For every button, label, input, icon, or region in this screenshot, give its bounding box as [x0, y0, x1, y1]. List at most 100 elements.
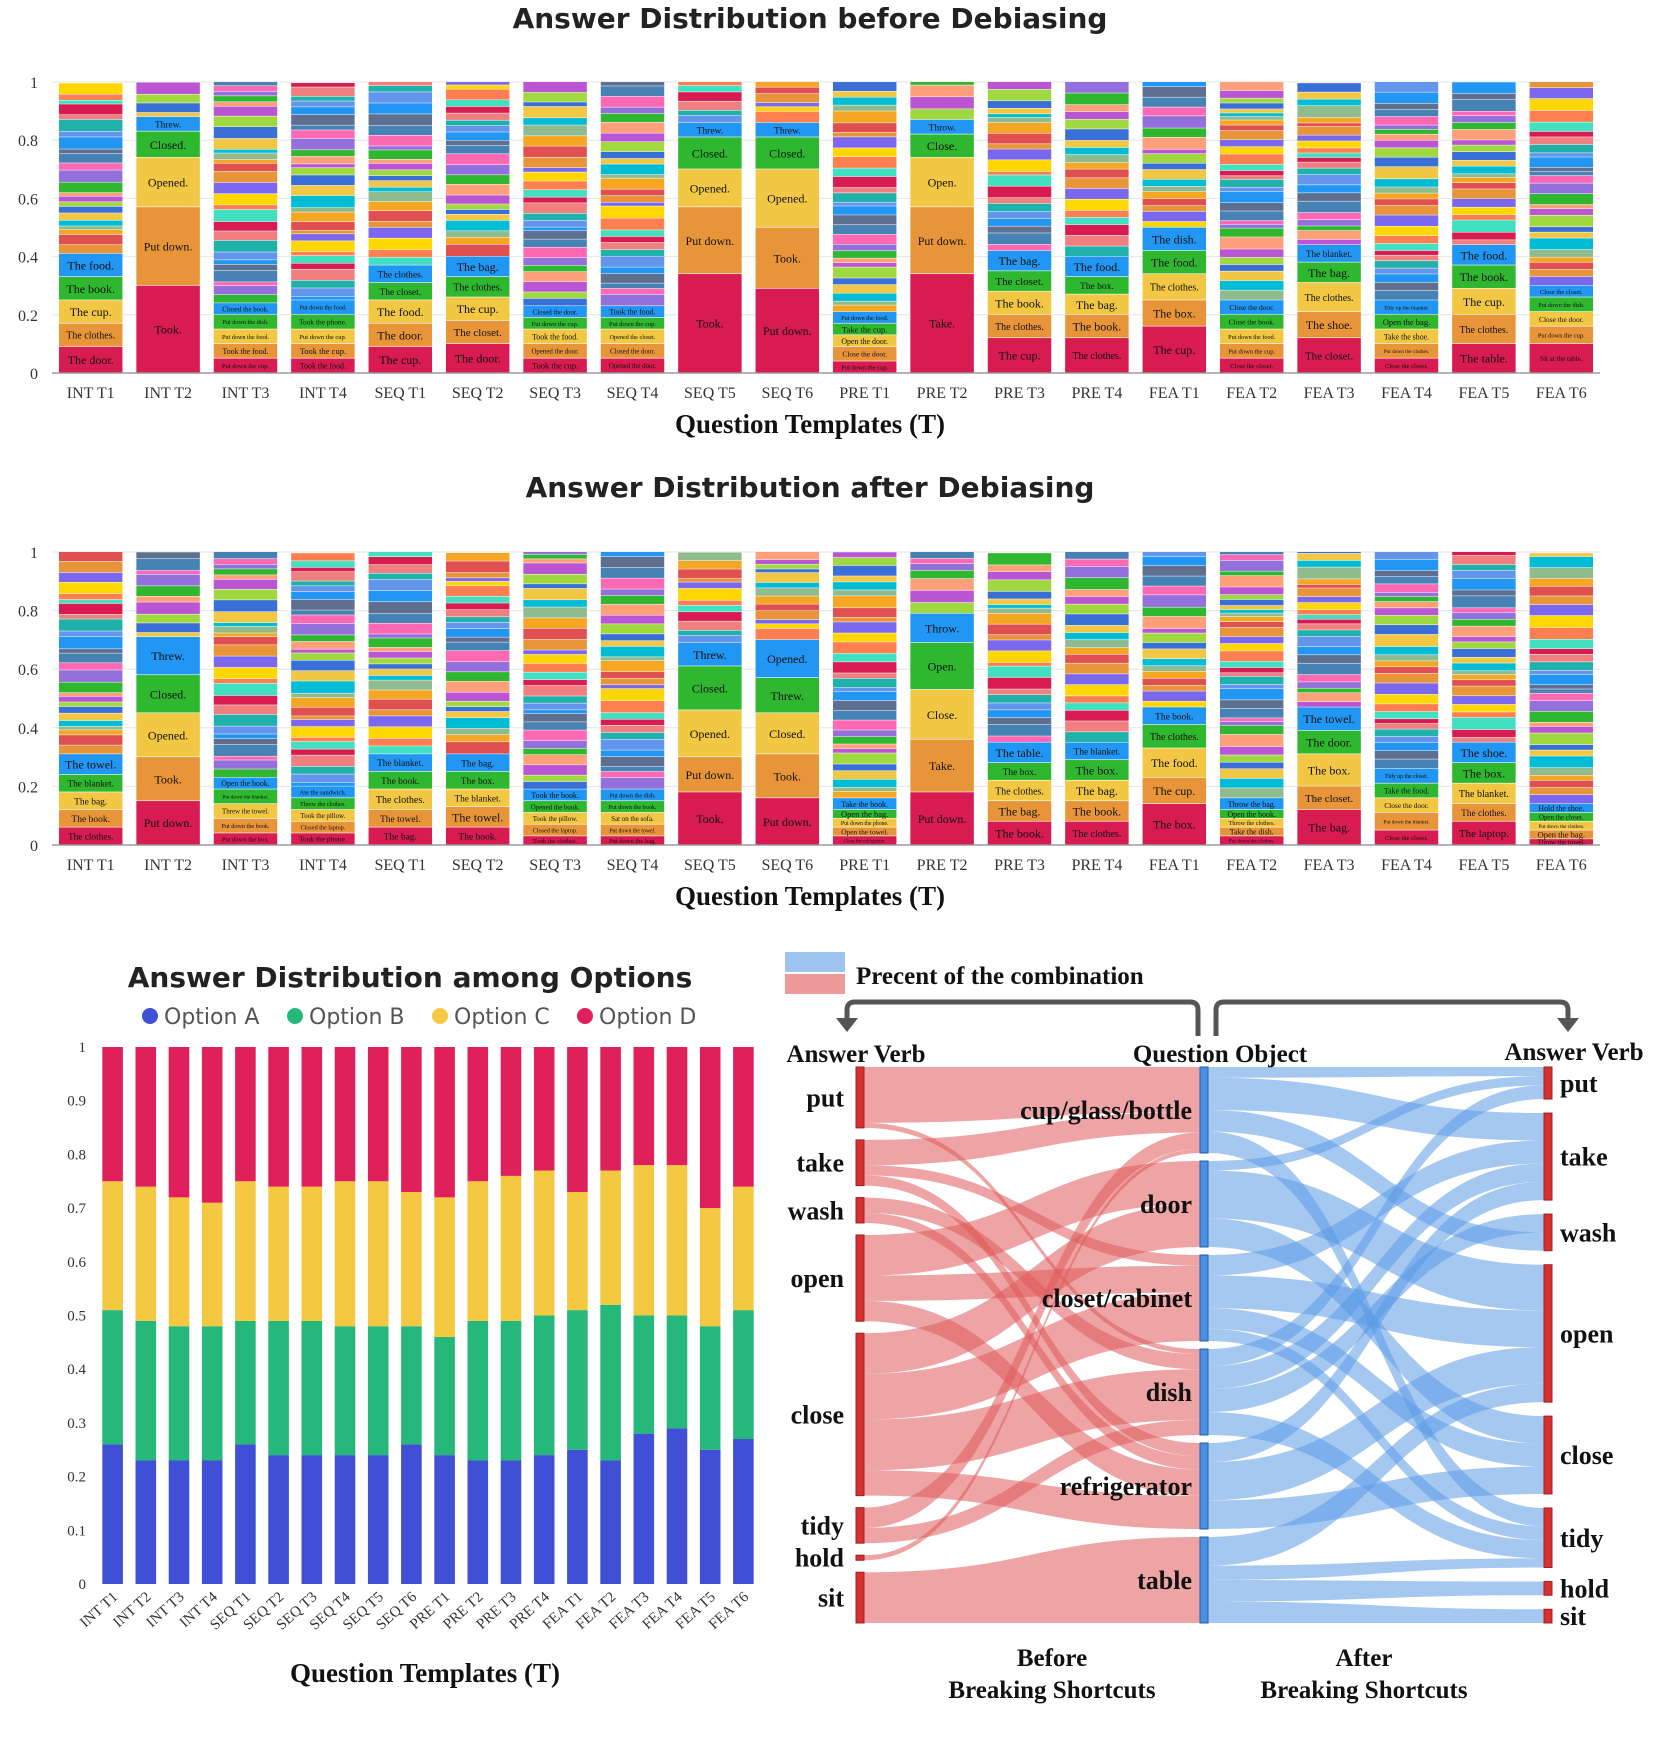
sankey-node-after	[1543, 1608, 1553, 1624]
arrow-right-connector	[1213, 999, 1571, 1036]
chart2-segment	[1219, 555, 1284, 561]
chart2-segment	[213, 667, 278, 679]
chart1-segment	[1142, 211, 1207, 222]
chart1-segment	[910, 82, 974, 85]
chart1-segment	[291, 175, 355, 186]
chart1-segment	[600, 218, 665, 230]
chart2-segment	[1529, 744, 1594, 750]
option-bar-segment	[301, 1047, 323, 1187]
chart2-segment	[1297, 655, 1361, 663]
chart2-segment	[1529, 726, 1594, 733]
chart1-segment	[291, 195, 355, 208]
chart2-segment	[291, 681, 355, 693]
chart2-segment	[600, 777, 665, 789]
chart1-segment	[58, 170, 123, 182]
chart2-segment	[58, 706, 123, 713]
chart3-ytick: 1	[79, 1040, 87, 1056]
chart2-segment	[1297, 602, 1361, 610]
chart2-segment	[755, 610, 820, 620]
option-bar-segment	[334, 1455, 356, 1584]
chart1-segment	[136, 116, 200, 131]
chart1-segment	[1529, 193, 1594, 205]
chart1-segment	[58, 234, 123, 245]
chart2-segment	[58, 561, 123, 573]
chart2-segment-label: Put down the clothes.	[1229, 838, 1275, 844]
chart1-segment	[600, 206, 665, 218]
chart1-segment	[1065, 314, 1129, 338]
chart2-segment	[445, 827, 510, 845]
chart1-segment	[368, 103, 433, 114]
chart1-segment	[1297, 220, 1361, 226]
chart1-segment	[1374, 226, 1439, 236]
chart1-segment	[1452, 189, 1516, 199]
option-bar-segment	[301, 1320, 323, 1456]
chart1-segment-label: Took the food.	[532, 332, 578, 341]
chart1-segment	[368, 346, 433, 373]
chart2-segment	[213, 622, 278, 627]
chart2-segment	[368, 746, 433, 754]
chart2-segment	[1452, 555, 1516, 565]
chart1-segment	[213, 282, 278, 286]
chart2-segment	[136, 574, 200, 586]
chart1-segment	[600, 273, 665, 283]
chart1-segment	[445, 220, 510, 231]
chart1-segment	[987, 101, 1052, 109]
chart2-segment-label: The bag.	[1308, 821, 1350, 835]
chart1-segment	[445, 256, 510, 277]
chart1-segment-label: Threw.	[774, 126, 801, 136]
chart2-segment	[1374, 673, 1439, 683]
option-bar-segment	[401, 1047, 422, 1192]
chart2-segment-label: Opened.	[148, 728, 188, 742]
chart1-segment	[1374, 282, 1439, 291]
chart1-segment-label: The food.	[67, 259, 114, 273]
chart2-segment	[58, 631, 123, 637]
chart1-segment	[58, 226, 123, 230]
chart2-segment	[1219, 778, 1284, 788]
chart1-segment	[291, 230, 355, 234]
chart1-segment	[523, 106, 587, 118]
chart1-segment	[1529, 249, 1594, 257]
chart2-segment	[213, 626, 278, 633]
chart1-segment	[368, 238, 433, 250]
chart1-segment	[910, 85, 974, 97]
chart1-ytick: 0.8	[18, 133, 38, 150]
chart1-segment	[1529, 82, 1594, 88]
chart2-segment	[445, 585, 510, 597]
legend-swatch-blue	[785, 952, 845, 972]
chart2-segment	[678, 578, 742, 582]
chart2-xtick: FEA T1	[1149, 857, 1200, 874]
chart2-segment	[1297, 809, 1361, 845]
chart1-segment	[213, 153, 278, 160]
chart1-segment	[987, 233, 1052, 245]
chart1-segment	[291, 251, 355, 256]
chart2-segment	[58, 614, 123, 619]
chart1-segment	[1142, 86, 1207, 97]
chart3-ytick: 0.7	[67, 1201, 86, 1217]
chart1-segment-label: Tidy up the blanket.	[1384, 305, 1429, 311]
chart1-segment	[445, 244, 510, 257]
chart1-segment	[445, 106, 510, 113]
chart1-segment	[1374, 140, 1439, 148]
option-bar-segment	[467, 1460, 489, 1584]
chart2-segment	[600, 750, 665, 757]
sankey-node-after	[1543, 1581, 1553, 1596]
chart2-segment	[136, 614, 200, 623]
chart1-segment-label: The food.	[1074, 260, 1121, 274]
chart1-segment-label: Put down.	[144, 240, 193, 254]
chart2-segment-label: Open the book.	[221, 779, 269, 788]
chart1-segment	[1297, 185, 1361, 193]
chart2-segment	[600, 688, 665, 701]
chart2-segment	[1219, 661, 1284, 668]
chart1-segment	[523, 292, 587, 299]
chart1-segment	[1142, 198, 1207, 206]
chart1-segment	[987, 197, 1052, 204]
chart2-segment	[213, 645, 278, 656]
chart2-segment	[523, 730, 587, 741]
chart2-segment	[987, 724, 1052, 736]
chart1-segment	[1452, 232, 1516, 240]
chart1-segment	[213, 91, 278, 96]
option-bar-segment	[268, 1320, 289, 1456]
chart1-segment	[832, 91, 897, 97]
chart2-segment	[368, 771, 433, 789]
chart1-segment	[600, 236, 665, 243]
